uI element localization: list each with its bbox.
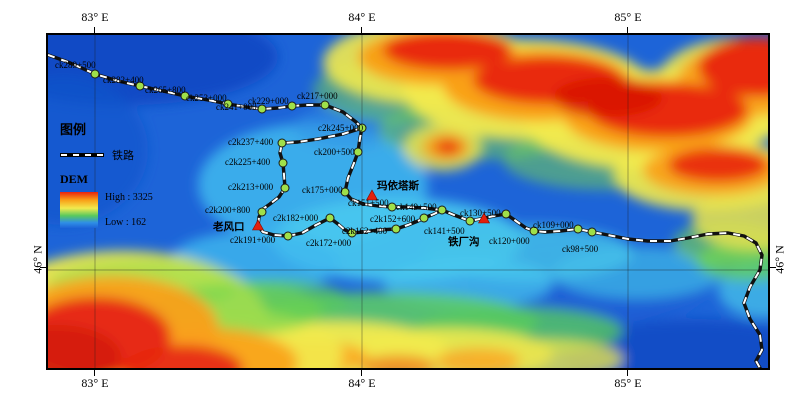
station-marker: [357, 123, 367, 133]
station-label: c2k172+000: [306, 238, 352, 248]
station-label: c2k237+400: [228, 137, 274, 147]
station-layer: [90, 69, 597, 241]
station-label: ck120+000: [489, 236, 530, 246]
axis-tick: [94, 370, 95, 376]
place-label: 玛依塔斯: [377, 179, 419, 192]
station-label: ck151+500: [348, 198, 389, 208]
axis-label-left-46n: 46° N: [30, 245, 45, 274]
legend-railway-row: 铁路: [60, 147, 210, 163]
axis-label-right-46n: 46° N: [772, 245, 787, 274]
dem-terrain-layer: [48, 35, 768, 368]
place-label: 老风口: [212, 220, 245, 233]
railway-legend-label: 铁路: [112, 150, 134, 162]
axis-tick: [361, 27, 362, 33]
station-label: c2k225+400: [225, 157, 271, 167]
axis-label-bottom-84e: 84° E: [348, 376, 376, 390]
station-marker: [325, 213, 335, 223]
station-marker: [280, 183, 290, 193]
axis-tick: [627, 370, 628, 376]
station-label: ck200+500: [314, 147, 355, 157]
station-label: ck253+000: [186, 93, 227, 103]
station-marker: [287, 101, 297, 111]
place-marker-triangle: [477, 212, 491, 224]
axis-tick: [361, 370, 362, 376]
dem-legend-row: High : 3325 Low : 162: [60, 192, 210, 228]
legend: 图例 铁路 DEM High : 3325 Low : 162: [60, 119, 210, 228]
railway-line-symbol: [60, 153, 104, 157]
station-label: c2k245+000: [318, 123, 364, 133]
axis-tick: [94, 27, 95, 33]
station-marker: [391, 224, 401, 234]
station-label: ck175+000: [302, 185, 343, 195]
station-label: ck141+500: [424, 226, 465, 236]
dem-color-ramp: [60, 192, 98, 228]
axis-tick: [770, 267, 776, 268]
station-label: c2k152+600: [370, 214, 416, 224]
station-label: ck241+000: [216, 102, 257, 112]
axis-label-top-85e: 85° E: [614, 10, 642, 24]
station-label: c2k162+400: [342, 226, 388, 236]
station-label: ck130+500: [460, 208, 501, 218]
station-marker: [387, 202, 397, 212]
axis-tick: [40, 267, 46, 268]
station-label: ck149+500: [396, 202, 437, 212]
station-marker: [587, 227, 597, 237]
station-marker: [340, 187, 350, 197]
dem-low-label: Low : 162: [105, 217, 147, 228]
station-marker: [257, 104, 267, 114]
station-label: ck98+500: [562, 244, 599, 254]
station-marker: [353, 147, 363, 157]
station-label: c2k182+000: [273, 213, 319, 223]
station-label-layer: ck289+500 ck282+400ck265+800ck253+000ck24…: [55, 60, 599, 254]
station-marker: [419, 213, 429, 223]
station-marker: [465, 216, 475, 226]
place-label: 铁厂沟: [448, 235, 480, 248]
station-label: c2k200+800: [205, 205, 251, 215]
axis-label-bottom-83e: 83° E: [81, 376, 109, 390]
station-marker: [277, 138, 287, 148]
axis-tick: [627, 27, 628, 33]
station-label: ck109+000: [533, 220, 574, 230]
station-marker: [573, 224, 583, 234]
station-marker: [257, 207, 267, 217]
station-label: ck229+000: [248, 96, 289, 106]
station-marker: [501, 209, 511, 219]
axis-label-top-84e: 84° E: [348, 10, 376, 24]
axis-label-bottom-85e: 85° E: [614, 376, 642, 390]
station-marker: [278, 158, 288, 168]
station-label: c2k191+000: [230, 235, 276, 245]
station-marker: [347, 228, 357, 238]
station-label: ck217+000: [297, 91, 338, 101]
station-marker: [529, 226, 539, 236]
station-marker: [223, 99, 233, 109]
axis-label-top-83e: 83° E: [81, 10, 109, 24]
station-marker: [437, 205, 447, 215]
place-marker-triangle: [251, 219, 265, 231]
station-label: c2k213+000: [228, 182, 274, 192]
station-marker: [90, 69, 100, 79]
station-label: ck265+800: [145, 85, 186, 95]
dem-legend-title: DEM: [60, 172, 88, 186]
station-marker: [320, 100, 330, 110]
station-marker: [283, 231, 293, 241]
station-marker: [180, 91, 190, 101]
station-label: ck289+500: [55, 60, 96, 70]
map-canvas: 玛依塔斯 老风口 铁厂沟 ck289+500 ck282+400 ck265+800 ck…: [46, 33, 770, 370]
place-marker-triangle: [365, 189, 379, 201]
station-marker: [135, 81, 145, 91]
legend-title: 图例: [60, 122, 87, 137]
station-label: ck282+400: [103, 75, 144, 85]
dem-high-label: High : 3325: [105, 192, 153, 203]
